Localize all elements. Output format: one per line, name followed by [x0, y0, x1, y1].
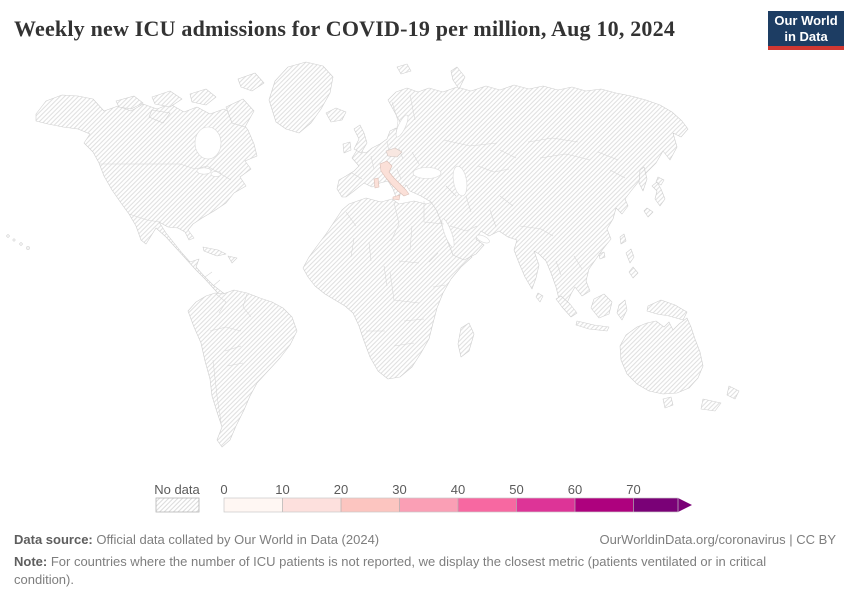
data-source-line: Data source: Official data collated by O…	[14, 531, 379, 549]
country-italy[interactable]	[373, 177, 380, 189]
legend-bin-2[interactable]	[341, 498, 400, 512]
landmass-tasmania	[662, 396, 674, 409]
landmass-greenland	[268, 61, 334, 134]
landmass-iceland	[325, 107, 347, 123]
legend-tick: 60	[568, 482, 582, 497]
legend-bin-dividers	[282, 498, 634, 512]
landmass-hawaii	[6, 234, 30, 250]
no-data-label: No data	[154, 482, 200, 497]
landmass-japan	[643, 176, 666, 218]
landmass-north-america	[35, 94, 258, 300]
legend-bar-outline	[223, 497, 679, 513]
data-source-label: Data source:	[14, 532, 93, 547]
black-sea	[412, 167, 442, 179]
legend-ticks: 0 10 20 30 40 50 60 70	[220, 482, 640, 497]
legend-tick: 40	[451, 482, 465, 497]
legend-bin-3[interactable]	[399, 498, 459, 512]
legend-bins	[224, 498, 678, 512]
footer-note: Note: For countries where the number of …	[14, 553, 826, 589]
legend-tick: 0	[220, 482, 227, 497]
page-title: Weekly new ICU admissions for COVID-19 p…	[14, 16, 676, 41]
owid-logo-line2: in Data	[784, 28, 828, 44]
landmass-new-zealand	[700, 385, 740, 412]
caspian-sea	[452, 165, 468, 197]
legend-tick: 30	[392, 482, 406, 497]
landmass-eurasia	[336, 84, 689, 308]
footer-note-label: Note:	[14, 554, 48, 570]
country-italy[interactable]	[379, 160, 410, 197]
great-lakes	[196, 167, 212, 175]
owid-logo-line1: Our World	[774, 12, 838, 28]
great-lakes	[210, 171, 222, 177]
legend-tick: 20	[334, 482, 348, 497]
landmass-australia	[619, 317, 704, 395]
landmass-british-isles	[342, 124, 368, 154]
legend-tick: 10	[275, 482, 289, 497]
legend-bin-5[interactable]	[516, 498, 576, 512]
landmass-sakhalin	[638, 166, 648, 192]
persian-gulf	[476, 234, 490, 244]
legend-arrow[interactable]	[678, 498, 692, 512]
landmass-madagascar	[457, 322, 475, 358]
no-data-swatch[interactable]	[155, 497, 200, 513]
red-sea	[441, 218, 455, 248]
landmass-taiwan-hainan	[598, 233, 627, 260]
legend-tick: 50	[509, 482, 523, 497]
credit-link[interactable]: OurWorldinData.org/coronavirus | CC BY	[599, 532, 836, 547]
legend-bin-1[interactable]	[282, 498, 342, 512]
landmass-arctic-islands	[115, 72, 265, 128]
footer-note-text: For countries where the number of ICU pa…	[14, 554, 767, 588]
footer: Data source: Official data collated by O…	[14, 531, 836, 590]
landmass-south-america	[187, 289, 298, 448]
landmass-philippines	[625, 248, 639, 279]
landmass-indonesia	[555, 293, 688, 332]
legend-bin-4[interactable]	[458, 498, 517, 512]
legend-bin-0[interactable]	[224, 498, 283, 512]
country-italy[interactable]	[392, 194, 401, 201]
landmass-svalbard	[396, 63, 466, 90]
legend-bin-6[interactable]	[575, 498, 634, 512]
country-borders	[99, 94, 626, 423]
data-source-text: Official data collated by Our World in D…	[92, 532, 380, 547]
owid-logo[interactable]: Our World in Data	[768, 11, 844, 50]
legend-tick: 70	[626, 482, 640, 497]
legend-bin-7[interactable]	[633, 498, 679, 512]
country-czechia[interactable]	[385, 147, 403, 158]
baltic-sea	[395, 114, 409, 138]
landmass-caribbean	[202, 246, 238, 264]
map-legend: No data 0 10 20 30 40 50 60 70	[154, 482, 692, 513]
hudson-bay	[194, 126, 222, 160]
world-map[interactable]	[0, 55, 850, 478]
landmass-sri-lanka	[535, 292, 544, 303]
